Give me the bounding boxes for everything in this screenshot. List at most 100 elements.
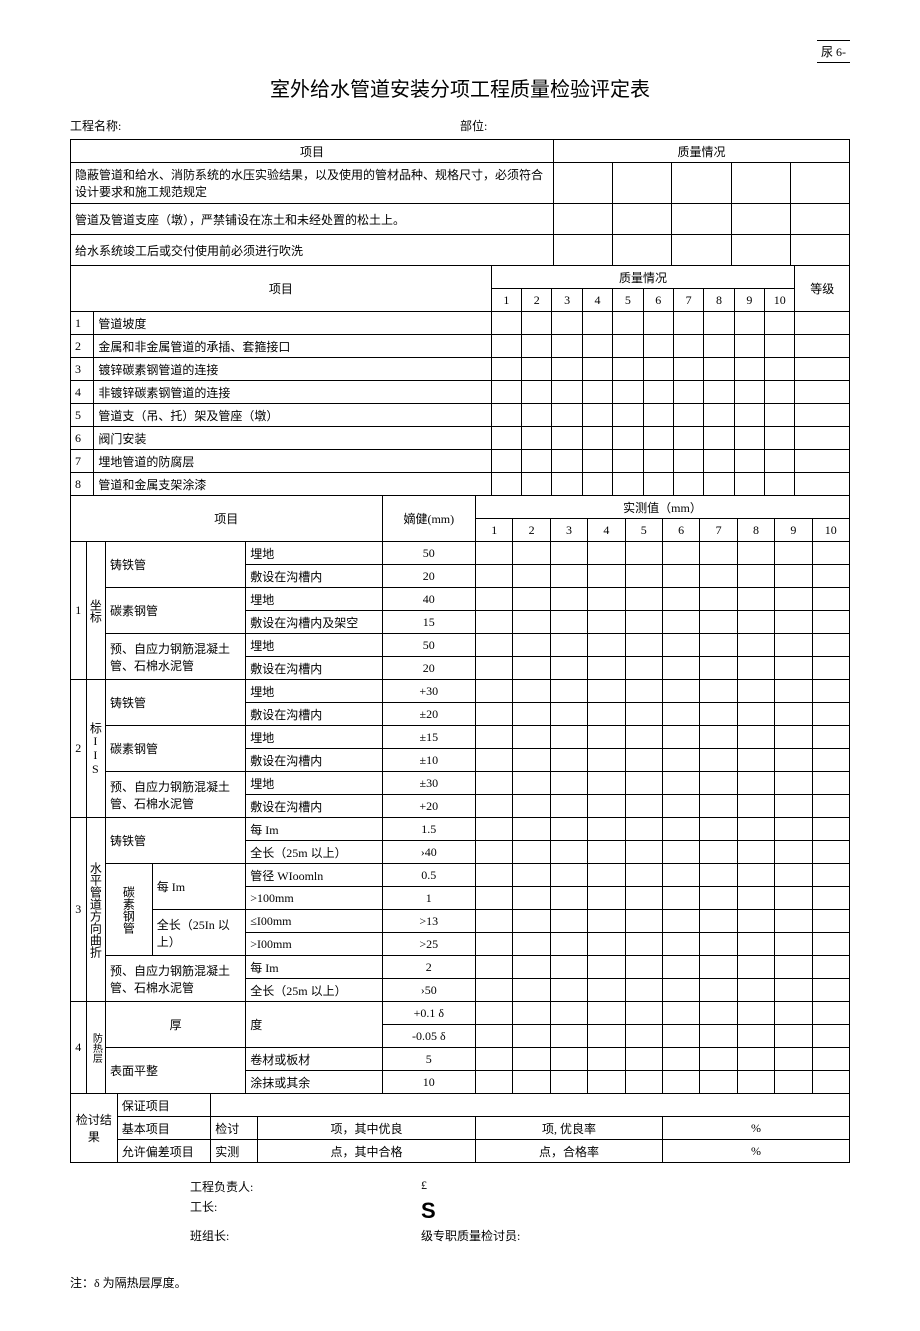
s: 埋地 — [246, 680, 382, 703]
m: 预、自应力钢筋混凝土管、石棉水泥管 — [106, 634, 246, 680]
review-r3b: 实测 — [211, 1140, 258, 1163]
item-num: 8 — [71, 473, 94, 496]
s: 全长（25m 以上） — [246, 979, 382, 1002]
cell — [513, 703, 550, 726]
item-num: 3 — [71, 358, 94, 381]
cell — [662, 979, 699, 1002]
cell — [625, 818, 662, 841]
cell — [812, 795, 849, 818]
cell — [588, 795, 625, 818]
cell — [673, 312, 703, 335]
item-text: 管道和金属支架涂漆 — [94, 473, 491, 496]
num: 2 — [522, 289, 552, 312]
cell — [588, 703, 625, 726]
table-section-1: 项目 质量情况 隐蔽管道和给水、消防系统的水压实验结果，以及使用的管材品种、规格… — [70, 139, 850, 266]
cell — [812, 749, 849, 772]
s3-proj-header: 项目 — [71, 496, 383, 542]
cell — [211, 1094, 850, 1117]
cell — [491, 450, 521, 473]
review-r2a: 基本项目 — [117, 1117, 210, 1140]
cell — [513, 611, 550, 634]
s: 埋地 — [246, 726, 382, 749]
cell — [812, 1071, 849, 1094]
s: >I00mm — [246, 933, 382, 956]
num: 9 — [775, 519, 812, 542]
cell — [704, 358, 734, 381]
cell — [491, 381, 521, 404]
cell — [662, 772, 699, 795]
cell — [582, 335, 612, 358]
cell — [662, 956, 699, 979]
cell — [775, 979, 812, 1002]
cell — [775, 956, 812, 979]
cell — [476, 910, 513, 933]
cell — [662, 864, 699, 887]
cell — [513, 818, 550, 841]
cell — [737, 1025, 774, 1048]
cell — [550, 565, 587, 588]
cell — [588, 542, 625, 565]
cell — [662, 933, 699, 956]
cell — [775, 657, 812, 680]
page-code: 尿 6- — [70, 40, 850, 63]
cell — [812, 933, 849, 956]
cell — [613, 312, 643, 335]
cell — [552, 335, 582, 358]
cell — [588, 680, 625, 703]
cell — [625, 749, 662, 772]
cell — [775, 887, 812, 910]
cell — [662, 680, 699, 703]
cell — [700, 864, 737, 887]
cell — [812, 956, 849, 979]
m: 铸铁管 — [106, 818, 246, 864]
cell — [588, 979, 625, 1002]
cell — [588, 910, 625, 933]
s: 埋地 — [246, 772, 382, 795]
cell — [513, 772, 550, 795]
cell — [476, 887, 513, 910]
cell — [513, 726, 550, 749]
cell — [673, 450, 703, 473]
cell — [476, 749, 513, 772]
cell — [700, 772, 737, 795]
cell — [588, 565, 625, 588]
cell — [775, 611, 812, 634]
cell — [550, 979, 587, 1002]
cell — [491, 404, 521, 427]
sign-projmgr: 工程负责人: — [190, 1178, 421, 1195]
cell — [643, 450, 673, 473]
cell — [625, 726, 662, 749]
cell — [522, 473, 552, 496]
s: 敷设在沟槽内 — [246, 565, 382, 588]
cell — [588, 864, 625, 887]
cell — [662, 634, 699, 657]
cell — [553, 204, 612, 235]
sign-gong: 工长: — [190, 1198, 421, 1224]
cell — [513, 841, 550, 864]
cell — [513, 795, 550, 818]
cell — [734, 473, 764, 496]
cell — [513, 887, 550, 910]
cell — [552, 312, 582, 335]
cell — [765, 335, 795, 358]
cell — [662, 1048, 699, 1071]
cell — [550, 933, 587, 956]
cell — [476, 611, 513, 634]
v: 40 — [382, 588, 475, 611]
cell — [700, 910, 737, 933]
cell — [625, 1048, 662, 1071]
num: 5 — [613, 289, 643, 312]
cell — [513, 1071, 550, 1094]
cell — [795, 335, 850, 358]
cell — [476, 818, 513, 841]
s: 敷设在沟槽内及架空 — [246, 611, 382, 634]
s: 管径 WIoomln — [246, 864, 382, 887]
cell — [704, 427, 734, 450]
sign-s: S — [421, 1198, 652, 1224]
cell — [588, 933, 625, 956]
s3-tol-header: 嫡健(mm) — [382, 496, 475, 542]
cell — [737, 680, 774, 703]
num: 1 — [491, 289, 521, 312]
s: 度 — [246, 1002, 382, 1048]
cell — [550, 795, 587, 818]
